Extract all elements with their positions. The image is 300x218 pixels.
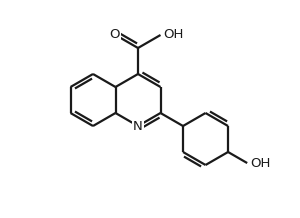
Text: OH: OH: [164, 29, 184, 41]
Text: O: O: [109, 29, 120, 41]
Text: N: N: [133, 119, 143, 133]
Text: OH: OH: [250, 157, 271, 170]
